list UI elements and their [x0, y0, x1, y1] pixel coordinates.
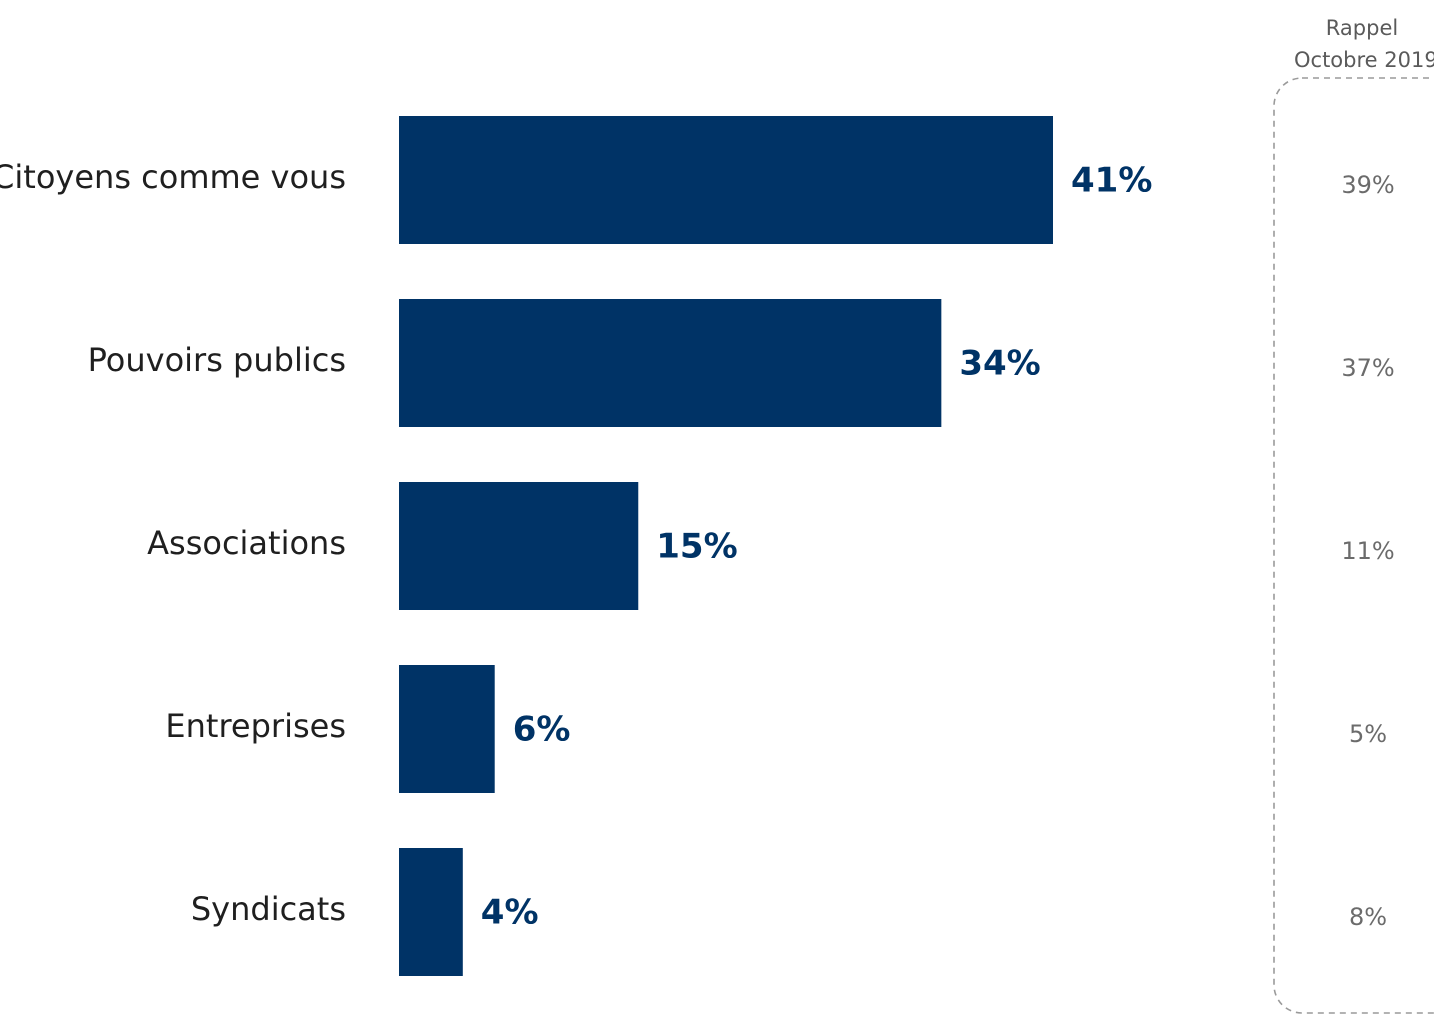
- category-label-associations: Associations: [147, 524, 346, 562]
- recall-value-syndicats: 8%: [1349, 903, 1387, 931]
- recall-value-entreprises: 5%: [1349, 720, 1387, 748]
- recall-header-line2: Octobre 2019: [1294, 48, 1434, 72]
- recall-value-associations: 11%: [1341, 537, 1394, 565]
- bar-syndicats: [399, 848, 463, 976]
- value-label-pouvoirs-publics: 34%: [959, 344, 1040, 384]
- value-label-associations: 15%: [656, 527, 737, 567]
- value-label-syndicats: 4%: [481, 893, 539, 933]
- bars-group: [399, 116, 1053, 976]
- recall-value-citoyens-comme-vous: 39%: [1341, 171, 1394, 199]
- recall-header-line1: Rappel: [1326, 16, 1398, 40]
- category-label-pouvoirs-publics: Pouvoirs publics: [88, 341, 346, 379]
- category-label-syndicats: Syndicats: [191, 890, 346, 928]
- value-label-entreprises: 6%: [513, 710, 571, 750]
- labels-group: Citoyens comme vous 41% 39% Pouvoirs public…: [0, 158, 1395, 933]
- bar-citoyens-comme-vous: [399, 116, 1053, 244]
- category-label-entreprises: Entreprises: [165, 707, 346, 745]
- bar-associations: [399, 482, 639, 610]
- recall-value-pouvoirs-publics: 37%: [1341, 354, 1394, 382]
- recall-panel: Rappel Octobre 2019: [1273, 16, 1434, 1014]
- bar-entreprises: [399, 665, 495, 793]
- recall-dashed-border: [1273, 77, 1434, 1014]
- category-label-citoyens-comme-vous: Citoyens comme vous: [0, 158, 346, 196]
- bar-pouvoirs-publics: [399, 299, 942, 427]
- value-label-citoyens-comme-vous: 41%: [1071, 161, 1152, 201]
